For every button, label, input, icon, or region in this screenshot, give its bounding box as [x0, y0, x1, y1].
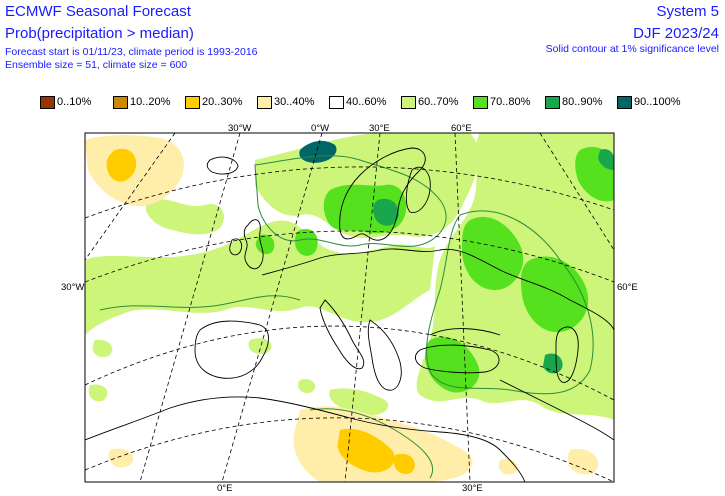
legend-swatch — [617, 95, 632, 109]
legend-label: 20..30% — [202, 96, 243, 108]
grid-label-left: 30°W — [61, 282, 85, 293]
legend-label: 90..100% — [634, 96, 681, 108]
legend-item: 80..90% — [545, 94, 602, 110]
forecast-title: ECMWF Seasonal Forecast — [5, 3, 191, 20]
forecast-subtitle: Prob(precipitation > median) — [5, 25, 194, 42]
legend-item: 0..10% — [40, 94, 91, 110]
grid-label-top: 60°E — [451, 123, 472, 134]
legend-swatch — [473, 95, 488, 109]
grid-label-top: 30°E — [369, 123, 390, 134]
legend-swatch — [401, 95, 416, 109]
probability-field — [85, 133, 614, 482]
legend-swatch — [329, 95, 344, 109]
legend-item: 90..100% — [617, 94, 680, 110]
grid-label-bottom: 0°E — [217, 483, 233, 494]
legend-swatch — [257, 95, 272, 109]
legend-label: 60..70% — [418, 96, 459, 108]
significance-note: Solid contour at 1% significance level — [545, 43, 719, 55]
grid-label-bottom: 30°E — [462, 483, 483, 494]
forecast-info-start: Forecast start is 01/11/23, climate peri… — [5, 46, 258, 58]
forecast-info-ensemble: Ensemble size = 51, climate size = 600 — [5, 59, 188, 71]
season-label: DJF 2023/24 — [633, 25, 719, 42]
grid-label-top: 30°W — [228, 123, 252, 134]
legend-swatch — [40, 95, 55, 109]
legend-label: 70..80% — [490, 96, 531, 108]
legend-item: 40..60% — [329, 94, 386, 110]
legend-swatch — [113, 95, 128, 109]
grid-label-top: 0°W — [311, 123, 330, 134]
legend-label: 30..40% — [274, 96, 315, 108]
grid-label-right: 60°E — [617, 282, 638, 293]
legend-label: 10..20% — [130, 96, 171, 108]
system-label: System 5 — [656, 3, 719, 20]
legend-swatch — [185, 95, 200, 109]
legend-item: 30..40% — [257, 94, 314, 110]
legend-item: 60..70% — [401, 94, 458, 110]
legend-swatch — [545, 95, 560, 109]
legend-label: 0..10% — [57, 96, 92, 108]
legend-item: 10..20% — [113, 94, 170, 110]
legend-label: 40..60% — [346, 96, 387, 108]
legend-item: 20..30% — [185, 94, 242, 110]
legend-item: 70..80% — [473, 94, 530, 110]
map-frame — [84, 132, 615, 483]
legend-label: 80..90% — [562, 96, 603, 108]
